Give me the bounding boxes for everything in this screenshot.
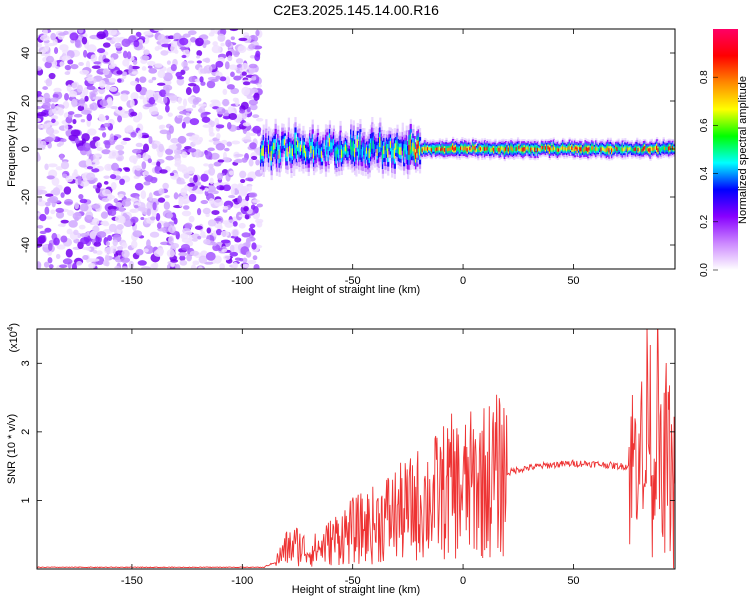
snr-x-ticks: -150 -100 -50 0 50 bbox=[121, 329, 580, 587]
colorbar-ticks: 0.0 0.2 0.4 0.6 0.8 bbox=[699, 70, 718, 277]
heatmap-x-tick-label: -100 bbox=[231, 275, 253, 287]
heatmap-y-tick-label: -40 bbox=[20, 237, 32, 253]
snr-y-label: SNR (10 * v/v) bbox=[6, 414, 18, 484]
colorbar-tick-label: 0.8 bbox=[699, 70, 710, 84]
snr-x-tick-label: 0 bbox=[460, 575, 466, 587]
heatmap-y-label: Frequency (Hz) bbox=[6, 111, 18, 187]
snr-x-tick-label: -150 bbox=[121, 575, 143, 587]
snr-x-tick-label: -100 bbox=[231, 575, 253, 587]
colorbar-label: Normalized spectral amplitude bbox=[737, 76, 749, 224]
snr-x-tick-label: 50 bbox=[567, 575, 579, 587]
heatmap-y-ticks: 40 20 0 -20 -40 bbox=[20, 47, 675, 253]
heatmap-y-tick-label: 20 bbox=[20, 95, 32, 107]
heatmap-x-tick-label: -50 bbox=[345, 275, 361, 287]
heatmap-x-tick-label: 50 bbox=[567, 275, 579, 287]
heatmap-y-tick-label: -20 bbox=[20, 189, 32, 205]
chart-title: C2E3.2025.145.14.00.R16 bbox=[273, 2, 439, 18]
snr-y-tick-label: 1 bbox=[20, 497, 32, 503]
snr-x-tick-label: -50 bbox=[345, 575, 361, 587]
heatmap-plot: -150 -100 -50 0 50 40 20 0 -20 -40 Height of str… bbox=[6, 28, 676, 296]
snr-series-line bbox=[37, 329, 675, 569]
snr-x-label: Height of straight line (km) bbox=[292, 584, 420, 596]
heatmap-x-tick-label: -150 bbox=[121, 275, 143, 287]
colorbar-tick-label: 0.2 bbox=[699, 214, 710, 228]
snr-y-ticks: 1 2 3 bbox=[20, 360, 675, 503]
snr-y-tick-label: 3 bbox=[20, 360, 32, 366]
colorbar-tick-label: 0.4 bbox=[699, 166, 710, 180]
snr-frame bbox=[36, 328, 676, 570]
heatmap-cells bbox=[37, 29, 675, 269]
colorbar-gradient bbox=[713, 29, 738, 270]
heatmap-y-tick-label: 40 bbox=[20, 47, 32, 59]
heatmap-x-tick-label: 0 bbox=[460, 275, 466, 287]
heatmap-y-tick-label: 0 bbox=[20, 146, 32, 152]
snr-plot: -150 -100 -50 0 50 1 2 3 Height of straight li… bbox=[6, 323, 676, 596]
colorbar: 0.0 0.2 0.4 0.6 0.8 Normalized spectral ampl… bbox=[699, 29, 749, 277]
colorbar-tick-label: 0.6 bbox=[699, 118, 710, 132]
colorbar-tick-label: 0.0 bbox=[699, 263, 710, 277]
heatmap-x-ticks: -150 -100 -50 0 50 bbox=[121, 29, 580, 287]
snr-scale-label: (x104) bbox=[6, 323, 20, 353]
heatmap-x-label: Height of straight line (km) bbox=[292, 284, 420, 296]
snr-y-tick-label: 2 bbox=[20, 429, 32, 435]
